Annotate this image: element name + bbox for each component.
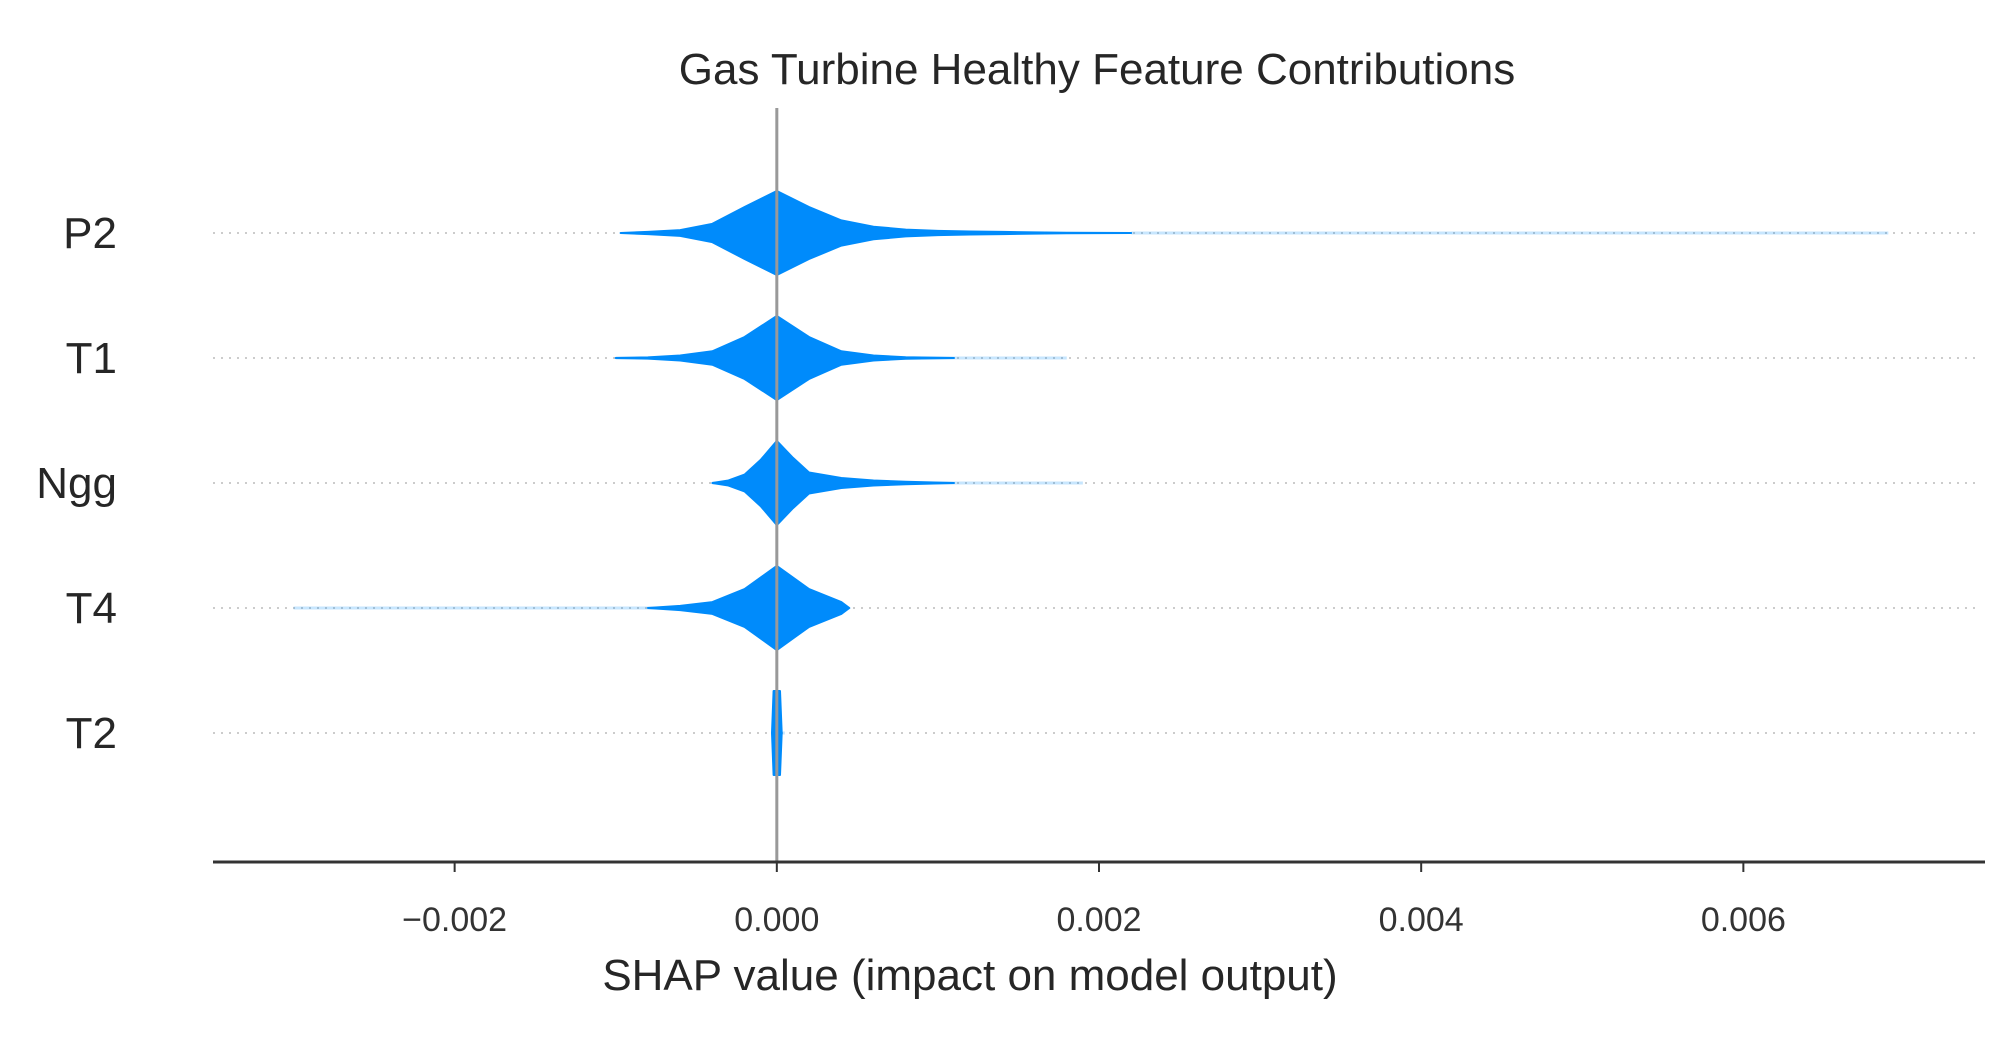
x-tick-label: −0.002 [402, 901, 507, 939]
violin-ngg [711, 440, 955, 526]
feature-labels: P2 T1 Ngg T4 T2 [36, 209, 117, 758]
x-tick-label: 0.002 [1056, 901, 1141, 939]
x-ticks: −0.002 0.000 0.002 0.004 0.006 [402, 862, 1786, 939]
x-tick-label: 0.004 [1379, 901, 1464, 939]
chart-title: Gas Turbine Healthy Feature Contribution… [679, 45, 1515, 94]
x-tick-label: 0.006 [1701, 901, 1786, 939]
feature-label-t4: T4 [66, 584, 117, 633]
violin-t1 [614, 315, 955, 401]
violin-p2 [619, 190, 1133, 276]
feature-label-p2: P2 [63, 209, 117, 258]
feature-label-t2: T2 [66, 709, 117, 758]
violin-t4 [646, 565, 851, 651]
feature-label-ngg: Ngg [36, 459, 117, 508]
feature-label-t1: T1 [66, 334, 117, 383]
x-tick-label: 0.000 [734, 901, 819, 939]
row-gridlines [213, 232, 1975, 734]
x-axis-label: SHAP value (impact on model output) [602, 951, 1337, 1000]
violins [293, 190, 1889, 776]
